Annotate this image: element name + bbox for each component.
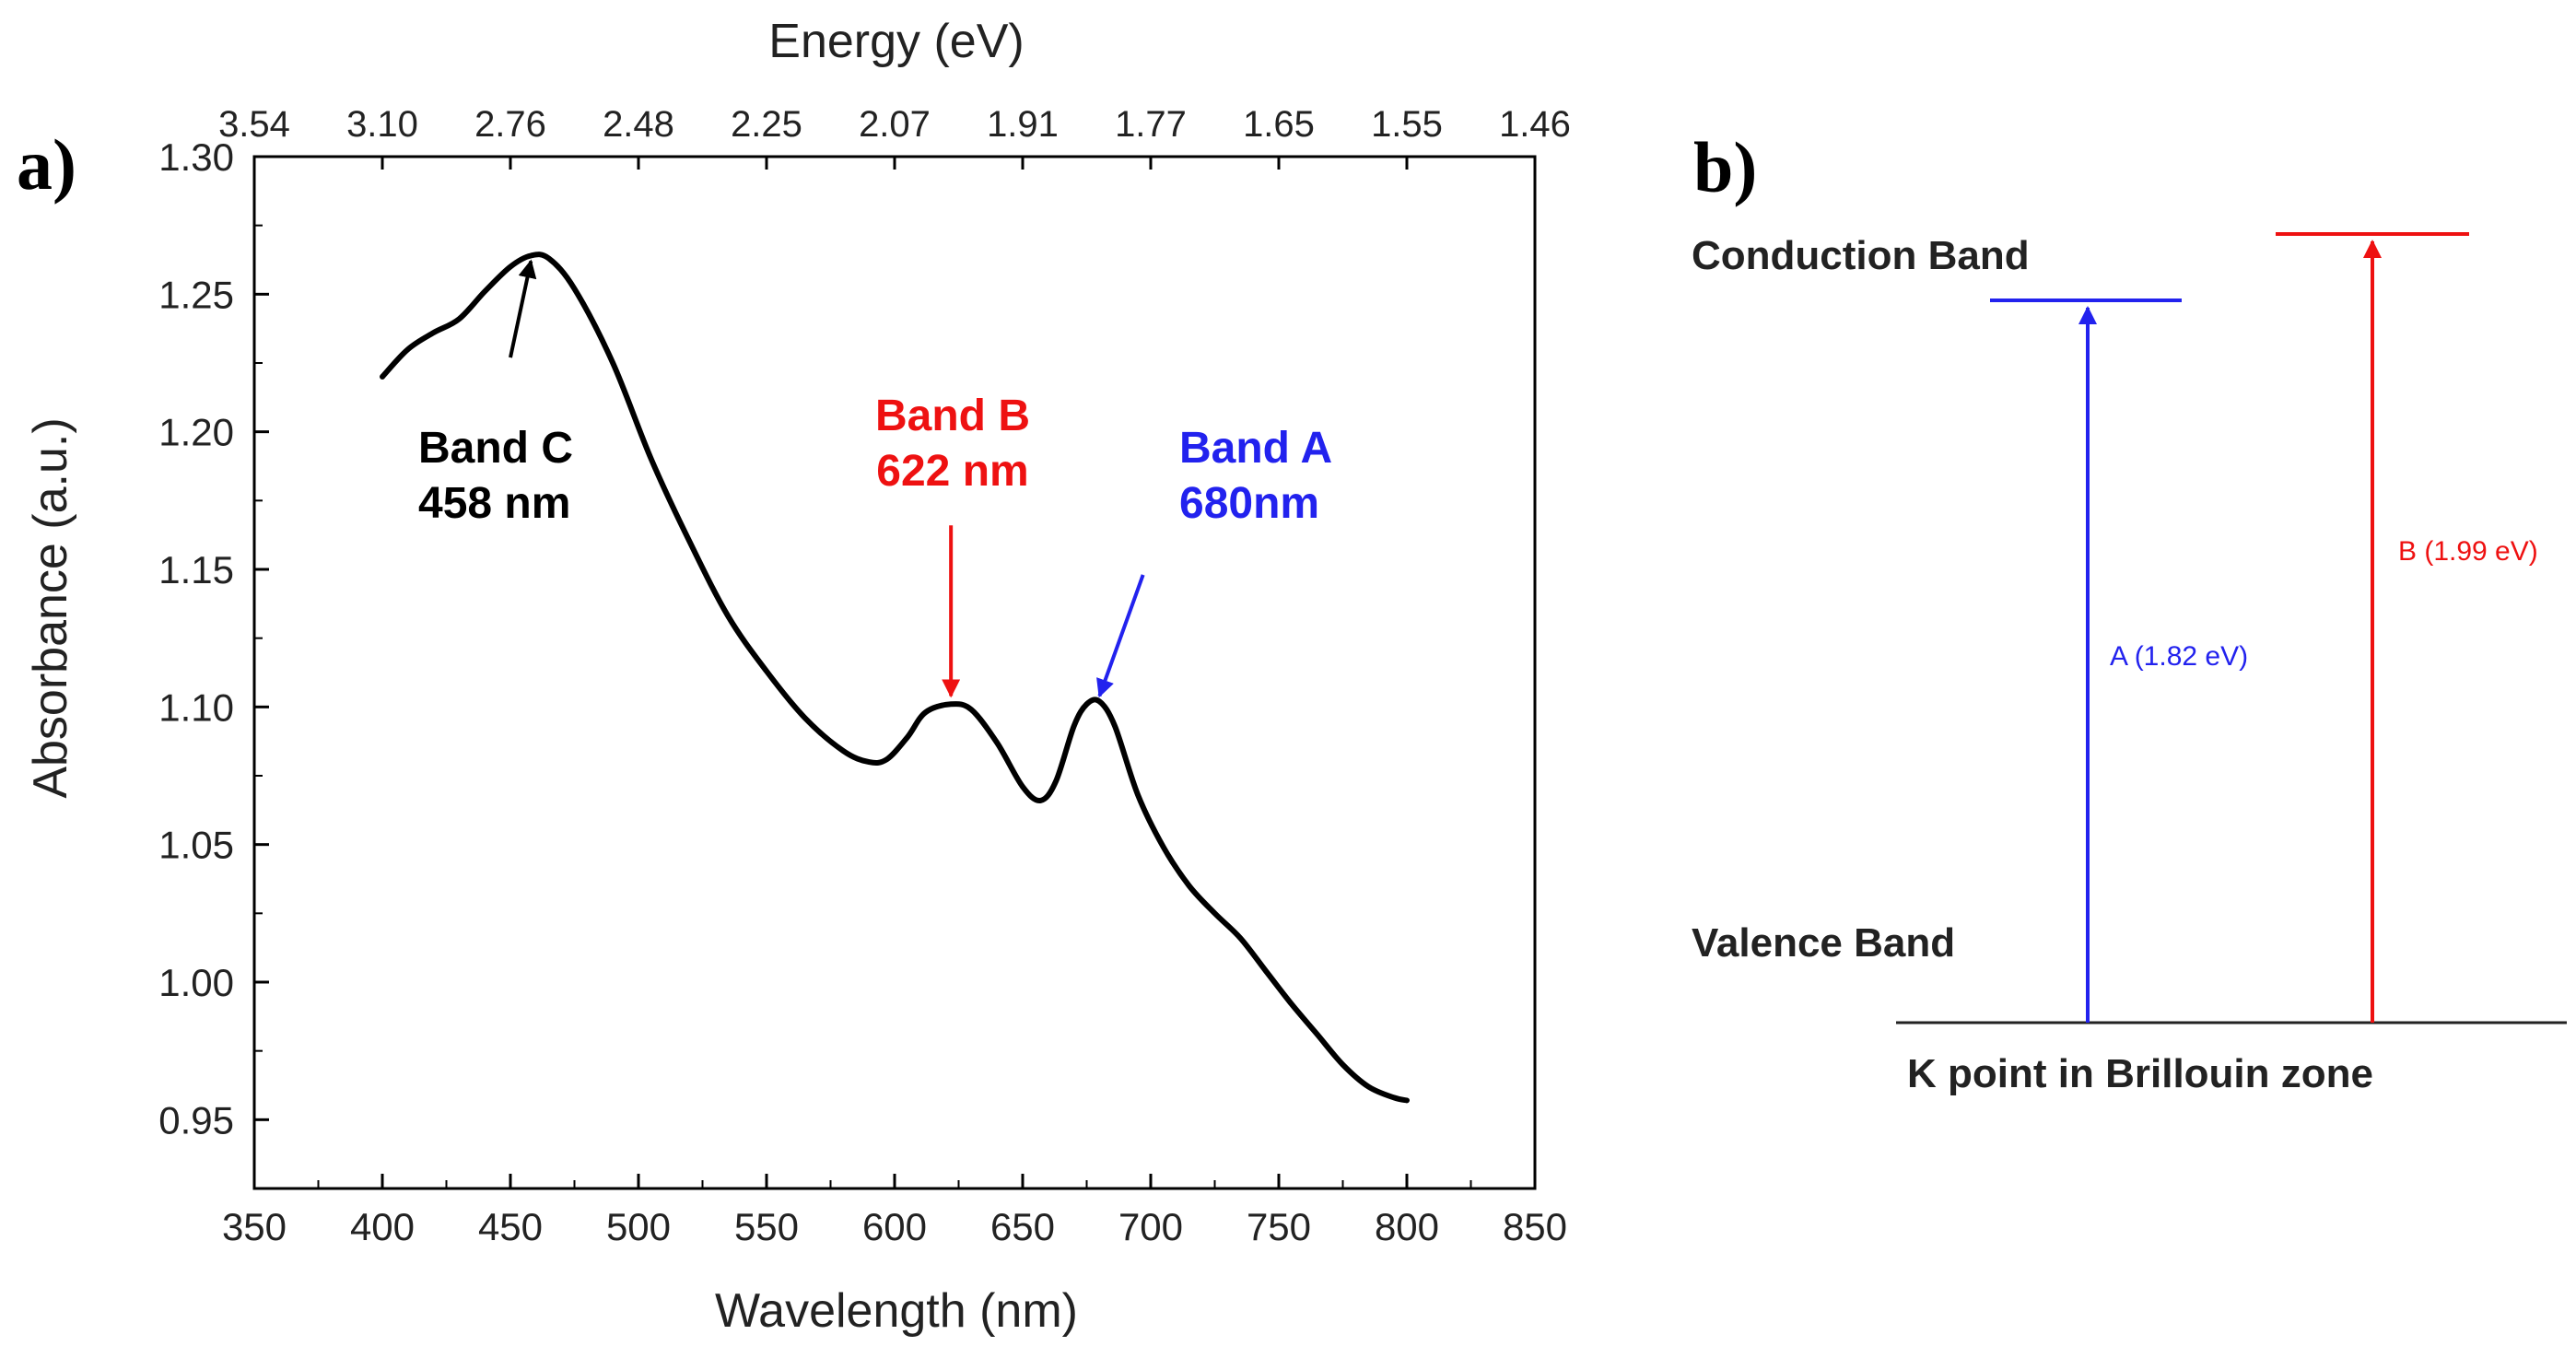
annotation-arrow-2 xyxy=(1096,574,1145,698)
panel-b: b) Conduction Band Valence Band K point … xyxy=(1692,127,2567,1096)
valence-band-label: Valence Band xyxy=(1692,920,1955,966)
top-axis: 3.54 3.10 2.76 2.48 2.25 2.07 1.91 1.77 1.65 1.55… xyxy=(218,104,1571,170)
transition-label-a: A (1.82 eV) xyxy=(2110,641,2248,672)
top-tick-label: 3.10 xyxy=(346,104,418,145)
plot-frame xyxy=(252,155,1537,1190)
top-tick-label: 2.48 xyxy=(603,104,674,145)
x-tick-label: 550 xyxy=(734,1205,799,1248)
top-tick-label: 2.76 xyxy=(474,104,546,145)
top-tick-label: 2.07 xyxy=(859,104,931,145)
annotation-label: 622 nm xyxy=(876,447,1028,496)
x-tick-label: 350 xyxy=(222,1205,287,1248)
y-axis-title: Absorbance (a.u.) xyxy=(24,417,77,798)
x-tick-label: 450 xyxy=(478,1205,543,1248)
top-tick-label: 3.54 xyxy=(218,104,290,145)
x-tick-label: 650 xyxy=(990,1205,1055,1248)
y-tick-label: 1.15 xyxy=(158,548,234,591)
y-tick-label: 1.10 xyxy=(158,685,234,729)
x-tick-label: 600 xyxy=(862,1205,927,1248)
x-tick-label: 800 xyxy=(1375,1205,1439,1248)
series-layer xyxy=(380,252,1410,1104)
x-tick-label: 750 xyxy=(1247,1205,1311,1248)
x-tick-label: 400 xyxy=(350,1205,415,1248)
annotation-label: Band A xyxy=(1179,424,1332,473)
annotation-layer: Band C 458 nm Band B 622 nm Band A 680nm xyxy=(418,259,1332,698)
panel-a: a) Energy (eV) Wavelength (nm) Absorbanc… xyxy=(17,15,1571,1338)
x-axis-title: Wavelength (nm) xyxy=(715,1284,1078,1338)
y-tick-label: 1.20 xyxy=(158,411,234,454)
k-point-label: K point in Brillouin zone xyxy=(1907,1051,2373,1096)
annotation-arrow-0 xyxy=(509,259,537,358)
absorbance-curve xyxy=(380,252,1410,1104)
top-tick-label: 1.55 xyxy=(1371,104,1443,145)
bottom-axis: 350 400 450 500 550 600 650 700 750 800 850 xyxy=(222,1174,1567,1248)
annotation-label: Band C xyxy=(418,424,573,473)
y-tick-label: 0.95 xyxy=(158,1098,234,1141)
panel-b-label: b) xyxy=(1693,127,1757,207)
y-tick-label: 1.30 xyxy=(158,135,234,179)
top-axis-title: Energy (eV) xyxy=(768,15,1024,68)
y-tick-label: 1.05 xyxy=(158,824,234,867)
annotation-label: 680nm xyxy=(1179,479,1319,528)
annotation-label: 458 nm xyxy=(418,479,570,528)
y-tick-label: 1.25 xyxy=(158,273,234,316)
left-axis: 0.95 1.00 1.05 1.10 1.15 1.20 1.25 1.30 xyxy=(158,135,269,1141)
top-tick-label: 1.65 xyxy=(1243,104,1315,145)
transition-label-b: B (1.99 eV) xyxy=(2398,536,2538,567)
panel-a-label: a) xyxy=(17,124,76,205)
x-tick-label: 500 xyxy=(606,1205,671,1248)
top-tick-label: 1.77 xyxy=(1115,104,1187,145)
annotation-label: Band B xyxy=(875,392,1030,440)
top-tick-label: 1.91 xyxy=(987,104,1059,145)
x-tick-label: 850 xyxy=(1503,1205,1567,1248)
x-tick-label: 700 xyxy=(1118,1205,1183,1248)
top-tick-label: 1.46 xyxy=(1499,104,1571,145)
y-tick-label: 1.00 xyxy=(158,961,234,1004)
conduction-band-label: Conduction Band xyxy=(1692,233,2030,278)
top-tick-label: 2.25 xyxy=(731,104,802,145)
